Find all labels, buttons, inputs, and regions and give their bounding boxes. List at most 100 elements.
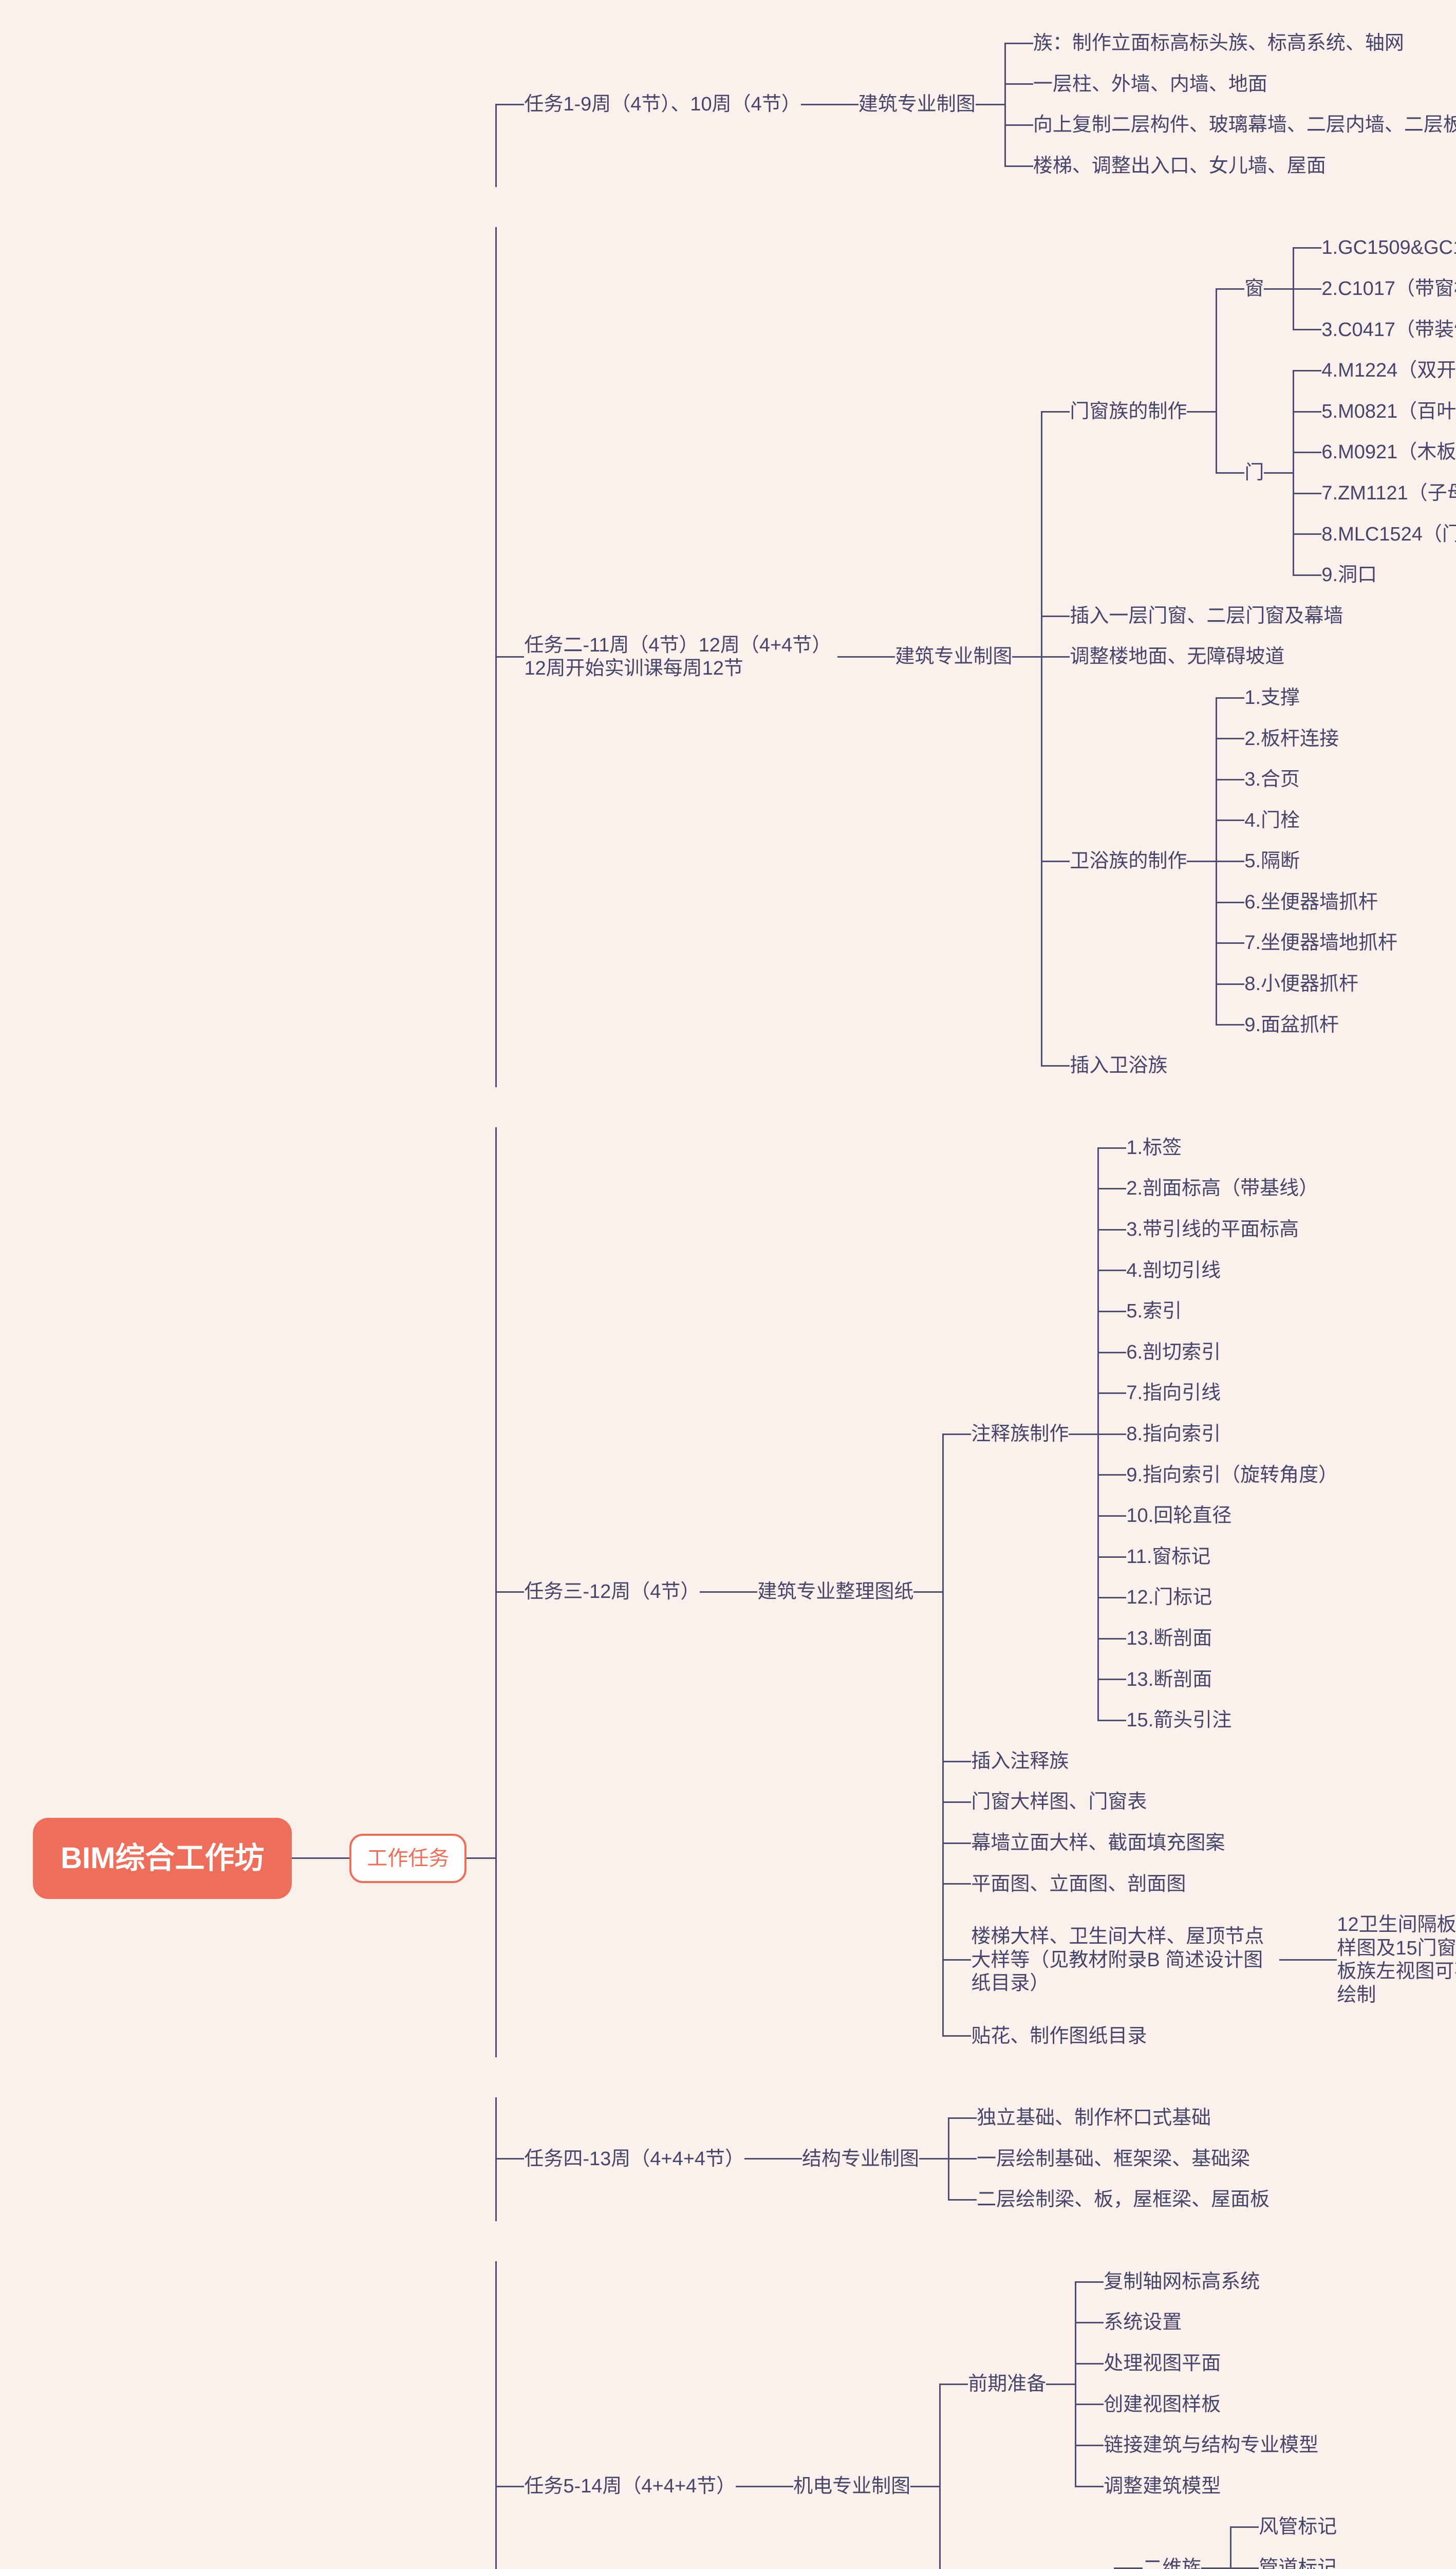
topic-row: 8.小便器抓杆 <box>1216 963 1397 1006</box>
topic-row: 3.合页 <box>1216 759 1397 801</box>
topic-row: 楼梯大样、卫生间大样、屋顶节点大样等（见教材附录B 简述设计图纸目录） 12卫生间… <box>942 1904 1456 2017</box>
topic-row: 1.支撑 <box>1216 685 1397 719</box>
subtopic[interactable]: 注释族制作 <box>971 1423 1069 1445</box>
leaf-topic[interactable]: 复制轴网标高系统 <box>1104 2270 1260 2293</box>
leaf-topic[interactable]: 2.C1017（带窗框的窗） <box>1321 277 1456 300</box>
leaf-topic[interactable]: 8.MLC1524（门连窗） <box>1321 523 1456 545</box>
children-group: 门窗族的制作 窗 1.GC1509&GC1809（三扇推拉高窗） 2.C1017（带窗… <box>1012 235 1456 1078</box>
leaf-topic[interactable]: 处理视图平面 <box>1104 2353 1221 2375</box>
children-group: 前期准备 复制轴网标高系统 系统设置处理视图平面 创建视图样板链接建筑与结构专业模型调… <box>910 2269 1456 2569</box>
leaf-topic[interactable]: 8.指向索引 <box>1126 1423 1221 1445</box>
leaf-topic[interactable]: 5.隔断 <box>1244 850 1300 872</box>
subtopic[interactable]: 机电专业制图 <box>793 2475 911 2497</box>
subtopic[interactable]: 门 <box>1244 462 1264 484</box>
task-topic[interactable]: 任务二-11周（4节）12周（4+4节）12周开始实训课每周12节 <box>524 634 832 680</box>
leaf-topic[interactable]: 创建视图样板 <box>1104 2393 1221 2415</box>
subtopic[interactable]: 建筑专业制图 <box>858 94 976 116</box>
leaf-topic[interactable]: 8.小便器抓杆 <box>1244 973 1359 995</box>
topic-row: 10.回轮直径 <box>1097 1495 1338 1537</box>
task-topic[interactable]: 任务三-12周（4节） <box>524 1581 700 1603</box>
subtopic[interactable]: 建筑专业整理图纸 <box>757 1581 914 1603</box>
topic-row: 2.剖面标高（带基线） <box>1097 1168 1338 1210</box>
leaf-topic[interactable]: 插入一层门窗、二层门窗及幕墙 <box>1070 605 1343 627</box>
topic-row: 5.M0821（百叶门） <box>1293 390 1456 433</box>
leaf-topic[interactable]: 9.面盆抓杆 <box>1244 1014 1339 1036</box>
task-topic[interactable]: 任务5-14周（4+4+4节） <box>524 2475 736 2497</box>
leaf-topic[interactable]: 7.坐便器墙地抓杆 <box>1244 932 1398 954</box>
subtopic[interactable]: 窗 <box>1244 277 1264 300</box>
leaf-topic[interactable]: 4.门栓 <box>1244 809 1300 831</box>
leaf-topic[interactable]: 3.带引线的平面标高 <box>1126 1219 1299 1241</box>
leaf-topic[interactable]: 13.断剖面 <box>1126 1627 1212 1649</box>
topic-row: 7.坐便器墙地抓杆 <box>1216 922 1398 964</box>
leaf-topic[interactable]: 2.板杆连接 <box>1244 728 1339 750</box>
leaf-topic[interactable]: 二层绘制梁、板，屋框梁、屋面板 <box>977 2189 1270 2211</box>
subtopic[interactable]: 二维族 <box>1143 2557 1202 2569</box>
subtopic[interactable]: 门窗族的制作 <box>1070 400 1187 422</box>
children-group: 族：制作立面标高标头族、标高系统、轴网 一层柱、外墙、内墙、地面向上复制二层构件、… <box>975 31 1456 179</box>
subtopic[interactable]: 前期准备 <box>968 2373 1047 2395</box>
subtopic[interactable]: 结构专业制图 <box>802 2148 920 2170</box>
task-topic[interactable]: 任务四-13周（4+4+4节） <box>524 2148 745 2170</box>
leaf-topic[interactable]: 12卫生间隔板大样图及15门窗样板族左视图可不绘制 <box>1337 1914 1456 2006</box>
leaf-topic[interactable]: 门窗大样图、门窗表 <box>971 1791 1147 1813</box>
leaf-topic[interactable]: 5.M0821（百叶门） <box>1321 400 1456 422</box>
leaf-topic[interactable]: 一层绘制基础、框架梁、基础梁 <box>977 2148 1250 2170</box>
leaf-topic[interactable]: 4.剖切引线 <box>1126 1259 1221 1281</box>
leaf-topic[interactable]: 9.洞口 <box>1321 564 1377 586</box>
leaf-topic[interactable]: 族：制作立面标高标头族、标高系统、轴网 <box>1033 32 1404 54</box>
leaf-topic[interactable]: 15.箭头引注 <box>1126 1709 1232 1732</box>
topic-row: 7.指向引线 <box>1097 1372 1338 1414</box>
leaf-topic[interactable]: 插入注释族 <box>971 1750 1069 1772</box>
leaf-topic[interactable]: 调整楼地面、无障碍坡道 <box>1070 646 1285 668</box>
subtopic[interactable]: 楼梯大样、卫生间大样、屋顶节点大样等（见教材附录B 简述设计图纸目录） <box>971 1925 1264 1995</box>
leaf-topic[interactable]: 2.剖面标高（带基线） <box>1126 1178 1319 1200</box>
hub-topic[interactable]: 工作任务 <box>349 1833 467 1883</box>
topic-row: 创建视图样板 <box>1075 2384 1318 2426</box>
leaf-topic[interactable]: 13.断剖面 <box>1126 1668 1212 1690</box>
topic-row: 机电专业制图 前期准备 复制轴网标高系统 系统设置处理视图平面 创建视图样板链接建筑与结… <box>764 2269 1456 2569</box>
leaf-topic[interactable]: 4.M1224（双开门） <box>1321 360 1456 382</box>
task-topic[interactable]: 任务1-9周（4节）、10周（4节） <box>524 94 801 116</box>
children-group: 1.GC1509&GC1809（三扇推拉高窗） 2.C1017（带窗框的窗） 3.C… <box>1264 235 1456 343</box>
leaf-topic[interactable]: 风管标记 <box>1259 2516 1337 2538</box>
leaf-topic[interactable]: 6.M0921（木板嵌玻璃门） <box>1321 441 1456 463</box>
leaf-topic[interactable]: 1.支撑 <box>1244 686 1300 709</box>
topic-row: 4.M1224（双开门） <box>1293 358 1456 392</box>
leaf-topic[interactable]: 管道标记 <box>1259 2557 1337 2569</box>
leaf-topic[interactable]: 12.门标记 <box>1126 1587 1212 1609</box>
leaf-topic[interactable]: 楼梯、调整出入口、女儿墙、屋面 <box>1033 155 1326 177</box>
topic-row: 5.索引 <box>1097 1291 1338 1333</box>
topic-row: 11.窗标记 <box>1097 1536 1338 1578</box>
leaf-topic[interactable]: 1.标签 <box>1126 1137 1182 1159</box>
leaf-topic[interactable]: 贴花、制作图纸目录 <box>971 2025 1147 2047</box>
leaf-topic[interactable]: 5.索引 <box>1126 1300 1182 1323</box>
leaf-topic[interactable]: 幕墙立面大样、截面填充图案 <box>971 1832 1225 1854</box>
subtopic[interactable]: 建筑专业制图 <box>895 646 1013 668</box>
leaf-topic[interactable]: 10.回轮直径 <box>1126 1505 1232 1527</box>
topic-row: 建筑专业制图 门窗族的制作 窗 1.GC1509&GC1809（三扇推拉高窗） 2.C1… <box>866 235 1456 1078</box>
children-group: 1.支撑 2.板杆连接 3.合页 4.门栓 5.隔断 6.坐便器墙抓杆 7.坐便器墙地抓杆 8… <box>1187 685 1398 1038</box>
leaf-topic[interactable]: 3.合页 <box>1244 769 1300 791</box>
leaf-topic[interactable]: 一层柱、外墙、内墙、地面 <box>1033 73 1267 95</box>
leaf-topic[interactable]: 插入卫浴族 <box>1070 1055 1168 1077</box>
topic-row: 工作任务 任务1-9周（4节）、10周（4节） 建筑专业制图 族：制作立面标高标头族、… <box>321 31 1456 2569</box>
leaf-topic[interactable]: 6.剖切索引 <box>1126 1341 1221 1363</box>
root-topic[interactable]: BIM综合工作坊 <box>33 1818 292 1899</box>
topic-row: 平面图、立面图、剖面图 <box>942 1863 1456 1905</box>
leaf-topic[interactable]: 3.C0417（带装饰条的窗） <box>1321 319 1456 341</box>
leaf-topic[interactable]: 1.GC1509&GC1809（三扇推拉高窗） <box>1321 237 1456 259</box>
leaf-topic[interactable]: 独立基础、制作杯口式基础 <box>977 2107 1211 2129</box>
leaf-topic[interactable]: 平面图、立面图、剖面图 <box>971 1873 1186 1895</box>
leaf-topic[interactable]: 向上复制二层构件、玻璃幕墙、二层内墙、二层板 <box>1033 114 1456 136</box>
leaf-topic[interactable]: 链接建筑与结构专业模型 <box>1104 2434 1319 2456</box>
leaf-topic[interactable]: 9.指向索引（旋转角度） <box>1126 1464 1338 1486</box>
subtopic[interactable]: 卫浴族的制作 <box>1070 850 1187 872</box>
children-group: 结构专业制图 独立基础、制作杯口式基础一层绘制基础、框架梁、基础梁 二层绘制梁、板，… <box>744 2106 1270 2213</box>
leaf-topic[interactable]: 7.ZM1121（子母门） <box>1321 482 1456 504</box>
leaf-topic[interactable]: 系统设置 <box>1104 2312 1182 2334</box>
leaf-topic[interactable]: 调整建筑模型 <box>1104 2475 1221 2497</box>
leaf-topic[interactable]: 11.窗标记 <box>1126 1546 1211 1568</box>
leaf-topic[interactable]: 7.指向引线 <box>1126 1382 1221 1404</box>
leaf-topic[interactable]: 6.坐便器墙抓杆 <box>1244 891 1378 913</box>
